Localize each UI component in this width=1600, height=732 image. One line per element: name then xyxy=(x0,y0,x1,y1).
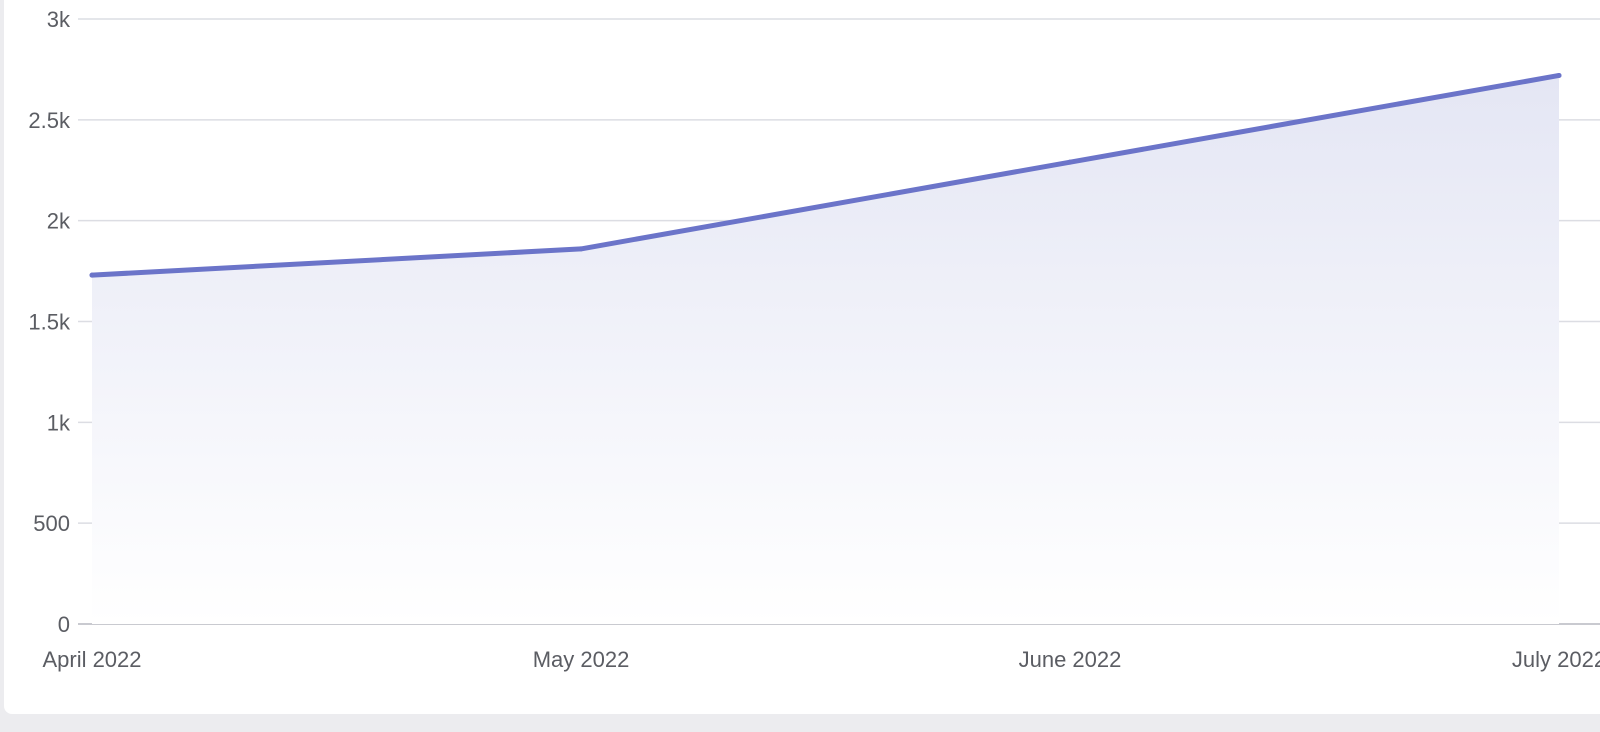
y-axis-ticks: 0 500 1k 1.5k 2k 2.5k 3k xyxy=(28,7,71,637)
y-tick-label: 1.5k xyxy=(28,310,71,335)
y-tick-label: 2.5k xyxy=(28,108,71,133)
data-point[interactable] xyxy=(1067,159,1073,165)
data-point[interactable] xyxy=(1556,72,1562,78)
y-tick-label: 3k xyxy=(47,7,71,32)
y-tick-label: 0 xyxy=(58,612,70,637)
data-point[interactable] xyxy=(578,246,584,252)
y-tick-label: 500 xyxy=(33,511,70,536)
series-line xyxy=(89,72,1562,278)
series-line-layer xyxy=(89,72,1562,278)
series-area-layer xyxy=(92,75,1559,624)
x-axis-ticks: April 2022 May 2022 June 2022 July 2022 xyxy=(42,647,1600,672)
y-tick-label: 2k xyxy=(47,209,71,234)
series-area xyxy=(92,75,1559,624)
y-tick-label: 1k xyxy=(47,410,71,435)
x-tick-label: April 2022 xyxy=(42,647,141,672)
x-tick-label: May 2022 xyxy=(533,647,630,672)
x-tick-label: July 2022 xyxy=(1512,647,1600,672)
data-point[interactable] xyxy=(89,272,95,278)
x-tick-label: June 2022 xyxy=(1019,647,1122,672)
